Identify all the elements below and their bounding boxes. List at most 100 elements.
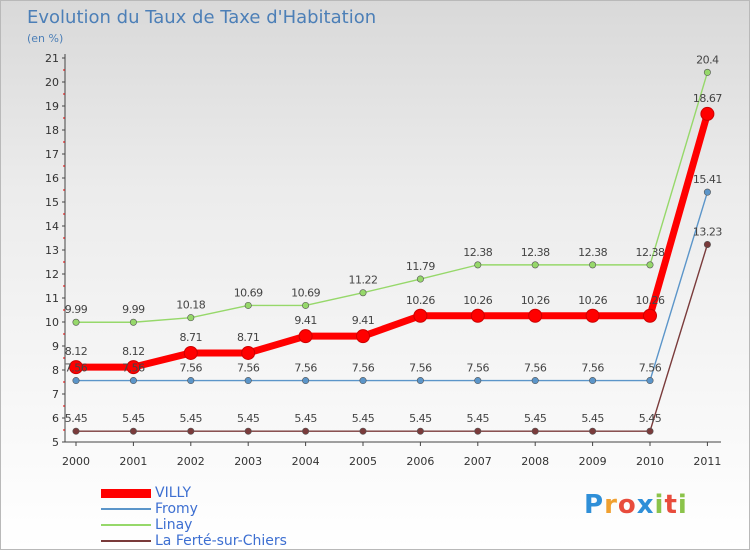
data-point bbox=[474, 261, 482, 269]
y-tick-label: 8 bbox=[52, 364, 59, 377]
y-tick-label: 19 bbox=[45, 100, 59, 113]
logo-letter: i bbox=[654, 490, 665, 520]
data-label: 5.45 bbox=[65, 412, 88, 425]
x-tick-label: 2010 bbox=[636, 455, 664, 468]
data-label: 8.71 bbox=[237, 331, 260, 344]
logo-letter: o bbox=[617, 490, 637, 520]
data-point bbox=[302, 301, 310, 309]
data-label: 5.45 bbox=[409, 412, 432, 425]
y-tick-label: 9 bbox=[52, 340, 59, 353]
chart-title: Evolution du Taux de Taxe d'Habitation bbox=[27, 7, 377, 28]
data-point bbox=[129, 427, 137, 435]
data-point bbox=[416, 275, 424, 283]
x-tick-label: 2007 bbox=[464, 455, 492, 468]
data-label: 9.41 bbox=[294, 314, 317, 327]
data-point bbox=[359, 377, 367, 385]
data-point bbox=[69, 360, 83, 375]
data-label: 5.45 bbox=[467, 412, 490, 425]
y-tick-label: 21 bbox=[45, 52, 59, 65]
data-point bbox=[244, 301, 252, 309]
data-label: 7.56 bbox=[65, 362, 88, 375]
logo-letter: r bbox=[604, 490, 618, 520]
data-label: 8.12 bbox=[65, 345, 88, 358]
data-label: 5.45 bbox=[237, 412, 260, 425]
data-label: 9.99 bbox=[65, 303, 88, 316]
y-tick-label: 10 bbox=[45, 316, 59, 329]
data-label: 5.45 bbox=[581, 412, 604, 425]
data-point bbox=[643, 308, 657, 323]
data-label: 9.41 bbox=[352, 314, 375, 327]
data-point bbox=[531, 427, 539, 435]
data-point bbox=[646, 377, 654, 385]
data-label: 7.56 bbox=[294, 362, 317, 375]
data-label: 8.12 bbox=[122, 345, 145, 358]
x-tick-label: 2002 bbox=[177, 455, 205, 468]
y-tick-label: 7 bbox=[52, 388, 59, 401]
data-point bbox=[703, 68, 711, 76]
data-point bbox=[646, 261, 654, 269]
legend-label: VILLY bbox=[155, 485, 191, 501]
y-tick-label: 12 bbox=[45, 268, 59, 281]
data-point bbox=[241, 345, 256, 360]
data-point bbox=[585, 308, 600, 323]
legend-label: Fromy bbox=[155, 501, 198, 517]
data-point bbox=[126, 360, 141, 375]
x-tick-label: 2011 bbox=[693, 455, 721, 468]
data-point bbox=[416, 427, 424, 435]
data-point bbox=[298, 329, 313, 344]
data-label: 18.67 bbox=[693, 92, 722, 105]
logo-letter: x bbox=[636, 490, 655, 520]
data-label: 12.38 bbox=[463, 246, 492, 259]
data-label: 5.45 bbox=[180, 412, 203, 425]
data-point bbox=[589, 377, 597, 385]
data-point bbox=[470, 308, 485, 323]
data-label: 20.4 bbox=[696, 53, 719, 66]
data-point bbox=[187, 377, 195, 385]
y-tick-label: 11 bbox=[45, 292, 59, 305]
x-tick-label: 2001 bbox=[119, 455, 147, 468]
data-point bbox=[416, 377, 424, 385]
data-point bbox=[589, 261, 597, 269]
data-point bbox=[359, 427, 367, 435]
data-label: 10.26 bbox=[463, 294, 492, 307]
data-point bbox=[531, 377, 539, 385]
data-label: 7.56 bbox=[524, 362, 547, 375]
data-label: 7.56 bbox=[467, 362, 490, 375]
data-label: 7.56 bbox=[639, 362, 662, 375]
data-label: 10.18 bbox=[176, 299, 205, 312]
data-label: 5.45 bbox=[122, 412, 145, 425]
data-label: 12.38 bbox=[521, 246, 550, 259]
legend-swatch bbox=[101, 488, 151, 498]
legend-swatch bbox=[101, 540, 151, 542]
data-label: 10.26 bbox=[636, 294, 665, 307]
y-tick-label: 18 bbox=[45, 124, 59, 137]
y-tick-label: 14 bbox=[45, 220, 59, 233]
logo-letter: i bbox=[677, 490, 688, 520]
x-tick-label: 2008 bbox=[521, 455, 549, 468]
data-label: 5.45 bbox=[352, 412, 375, 425]
data-label: 12.38 bbox=[578, 246, 607, 259]
x-tick-label: 2003 bbox=[234, 455, 262, 468]
data-label: 5.45 bbox=[524, 412, 547, 425]
data-point bbox=[474, 377, 482, 385]
data-label: 10.26 bbox=[521, 294, 550, 307]
data-point bbox=[589, 427, 597, 435]
y-tick-label: 6 bbox=[52, 412, 59, 425]
logo-letter: P bbox=[584, 490, 605, 520]
y-tick-label: 20 bbox=[45, 76, 59, 89]
data-label: 7.56 bbox=[352, 362, 375, 375]
data-point bbox=[129, 318, 137, 326]
logo-letter: t bbox=[664, 490, 678, 520]
series-line-1 bbox=[75, 191, 709, 382]
data-label: 15.41 bbox=[693, 173, 722, 186]
data-point bbox=[646, 427, 654, 435]
data-label: 11.79 bbox=[406, 260, 435, 273]
y-tick-label: 16 bbox=[45, 172, 59, 185]
y-tick-label: 5 bbox=[52, 436, 59, 449]
chart-subtitle: (en %) bbox=[27, 32, 64, 45]
x-tick-label: 2000 bbox=[62, 455, 90, 468]
data-point bbox=[72, 427, 80, 435]
data-label: 7.56 bbox=[581, 362, 604, 375]
